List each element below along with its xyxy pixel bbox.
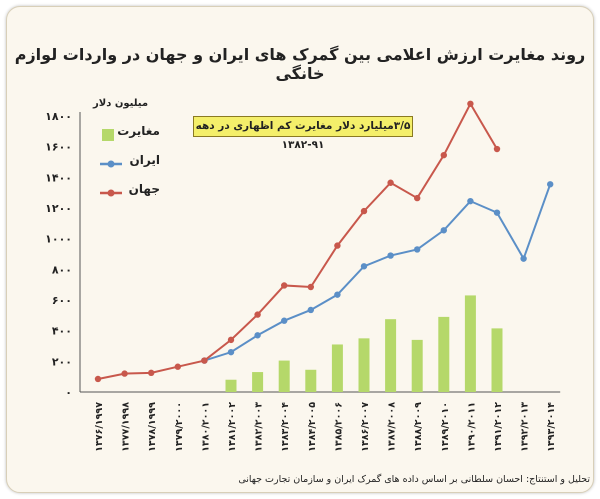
bar-gap (358, 338, 370, 392)
bar-gap (331, 344, 343, 392)
y-tick-label: ۶۰۰ (52, 294, 72, 307)
y-axis-unit: میلیون دلار (93, 98, 149, 109)
x-tick-label: ۱۳۸۷/۲۰۰۸ (387, 402, 398, 452)
y-tick-label: ۴۰۰ (52, 325, 72, 338)
source-footer: تحلیل و استنتاج: احسان سلطانی بر اساس دا… (238, 474, 590, 485)
x-tick-label: ۱۳۹۰/۲۰۱۱ (466, 402, 477, 452)
point-iran (493, 209, 501, 216)
x-tick-label: ۱۳۸۹/۲۰۱۰ (440, 402, 451, 452)
point-iran (547, 181, 554, 188)
x-tick-label: ۱۳۹۳/۲۰۱۴ (546, 402, 557, 452)
point-world (201, 357, 208, 364)
point-iran (227, 348, 235, 356)
x-tick-label: ۱۳۸۰/۲۰۰۱ (200, 402, 211, 452)
point-world (94, 375, 102, 383)
point-iran (440, 227, 447, 234)
chart-title: روند مغایرت ارزش اعلامی بین گمرک های ایر… (14, 45, 586, 83)
bar-gap (225, 379, 237, 392)
bar-gap (385, 319, 397, 392)
x-tick-label: ۱۳۷۷/۱۹۹۸ (121, 402, 132, 452)
series-line-world (97, 101, 498, 380)
point-world (307, 283, 314, 291)
legend-swatch-world (100, 189, 122, 197)
legend-swatch-gap (102, 129, 114, 141)
legend-label-world: جهان (128, 182, 160, 196)
y-tick-label: ۱۴۰۰ (45, 171, 72, 184)
point-iran (414, 246, 421, 253)
x-tick-label: ۱۳۸۵/۲۰۰۶ (333, 402, 344, 452)
x-tick-label: ۱۳۸۳/۲۰۰۴ (280, 402, 291, 452)
point-world (148, 369, 155, 377)
bar-gap (411, 339, 423, 392)
y-tick-label: ۱۲۰۰ (45, 202, 72, 215)
bar-gap (464, 295, 476, 392)
point-world (360, 207, 368, 215)
point-world (334, 242, 341, 249)
chart-frame: روند مغایرت ارزش اعلامی بین گمرک های ایر… (6, 6, 594, 493)
point-world (387, 179, 394, 186)
x-tick-label: ۱۳۷۶/۱۹۹۷ (94, 402, 105, 452)
x-tick-label: ۱۳۸۸/۲۰۰۹ (413, 402, 424, 452)
point-world (281, 282, 288, 289)
y-tick-label: ۱۰۰۰ (45, 233, 72, 246)
point-world (174, 363, 181, 370)
bar-gap (491, 328, 503, 392)
annotation-box: ۳/۵میلیارد دلار مغایرت کم اظهاری در دهه … (193, 116, 413, 151)
point-world (414, 194, 421, 202)
point-world (440, 151, 447, 159)
point-world (493, 145, 501, 153)
y-tick-label: ۰ (65, 386, 72, 399)
bar-gap (278, 360, 290, 392)
x-tick-label: ۱۳۸۲/۲۰۰۳ (254, 402, 265, 452)
legend-item-iran: ایران (96, 153, 160, 182)
y-tick-label: ۱۸۰۰ (45, 110, 72, 123)
bar-gap (438, 316, 450, 392)
x-tick-label: ۱۳۷۹/۲۰۰۰ (174, 402, 185, 452)
point-iran (520, 255, 527, 262)
point-iran (360, 263, 368, 270)
legend-item-world: جهان (96, 182, 160, 211)
x-tick-label: ۱۳۹۱/۲۰۱۲ (493, 402, 504, 452)
legend-label-gap: مغایرت (117, 124, 160, 138)
y-tick-label: ۱۶۰۰ (45, 141, 72, 154)
legend: مغایرت ایران جهان (96, 124, 160, 211)
point-world (467, 100, 474, 107)
point-iran (254, 332, 261, 339)
legend-item-gap: مغایرت (96, 124, 160, 153)
x-tick-label: ۱۳۸۶/۲۰۰۷ (360, 402, 371, 452)
legend-label-iran: ایران (129, 153, 160, 167)
x-tick-label: ۱۳۹۲/۲۰۱۳ (520, 402, 531, 452)
series-line-iran (204, 183, 552, 362)
point-iran (467, 197, 474, 205)
point-iran (387, 252, 394, 259)
bar-gap (305, 369, 317, 392)
point-iran (307, 306, 314, 314)
y-tick-label: ۸۰۰ (52, 263, 72, 276)
point-iran (334, 291, 341, 298)
point-world (227, 336, 235, 344)
x-tick-label: ۱۳۷۸/۱۹۹۹ (147, 402, 158, 452)
y-tick-label: ۲۰۰ (52, 355, 72, 368)
x-tick-label: ۱۳۸۱/۲۰۰۲ (227, 402, 238, 452)
x-tick-label: ۱۳۸۴/۲۰۰۵ (307, 402, 318, 452)
point-iran (281, 317, 288, 324)
point-world (121, 370, 128, 377)
legend-swatch-iran (100, 160, 122, 168)
bar-gap (252, 372, 264, 392)
point-world (254, 311, 261, 318)
